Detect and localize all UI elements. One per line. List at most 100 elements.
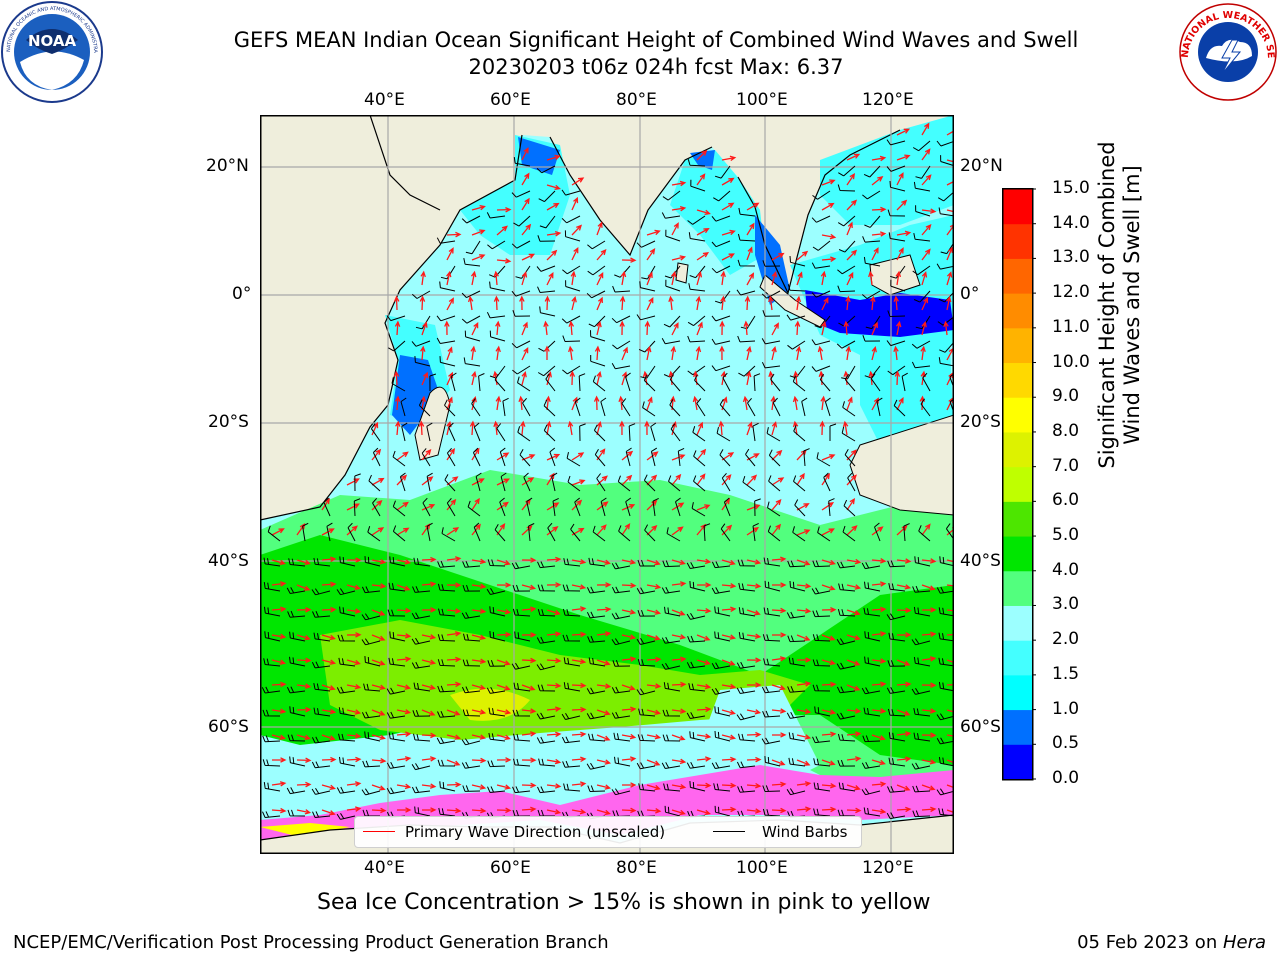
wave-height-map [260,115,954,854]
wave-direction-arrow [544,295,551,311]
wind-barb [523,472,531,492]
wave-direction-arrow [821,607,837,613]
wind-barb [842,525,856,542]
wind-barb [353,498,361,517]
wave-direction-arrow [393,295,400,311]
wind-barb [711,587,731,594]
wind-barb [537,786,556,794]
wave-direction-arrow [396,559,412,565]
colorbar-segment [1003,674,1033,711]
wave-direction-arrow [421,709,436,716]
wind-barb [287,610,306,618]
wave-direction-arrow [646,634,661,641]
wind-barb [400,397,407,417]
wave-direction-arrow [870,295,876,311]
wind-barb [361,586,381,594]
wave-direction-arrow [393,370,400,386]
wind-barb [911,762,931,770]
wave-direction-arrow [420,270,426,286]
wave-direction-arrow [471,734,487,740]
wave-direction-arrow [821,179,836,186]
wave-direction-arrow [394,320,401,336]
wave-direction-arrow [471,784,487,790]
wave-direction-arrow [321,606,337,613]
wave-direction-arrow [446,631,462,637]
wind-barb [786,711,806,719]
wave-direction-arrow [621,684,636,691]
wind-barb [437,659,456,667]
wind-barb [562,365,581,375]
wave-direction-arrow [571,756,587,763]
wind-barb [836,712,856,720]
wave-direction-arrow [921,296,929,311]
wind-barb [563,783,581,792]
colorbar-tick-label: 2.0 [1052,629,1080,650]
wave-direction-arrow [421,448,432,461]
wind-barb [911,361,931,369]
wind-barb [337,634,356,642]
wave-direction-arrow [795,295,802,311]
wave-direction-arrow [571,584,587,590]
wind-barb [843,499,856,517]
wind-barb [663,783,681,792]
wave-direction-arrow [496,582,512,588]
wind-barb [764,756,781,767]
wind-barb [313,557,331,567]
wave-direction-arrow [696,782,712,789]
wind-barb [911,340,931,349]
wind-barb [874,522,881,542]
wind-barb [913,707,931,717]
wave-direction-arrow [721,659,736,666]
wind-barb [662,190,681,201]
wind-barb [336,813,356,820]
wind-barb [436,737,456,745]
wave-direction-arrow [446,371,454,386]
wave-direction-arrow [596,759,612,765]
wave-direction-arrow [846,634,861,641]
wave-direction-arrow [396,783,412,790]
wave-direction-arrow [771,523,782,536]
wind-barb [587,785,606,792]
wind-barb [764,580,781,592]
wind-barb [711,365,731,372]
wave-direction-arrow [771,421,778,436]
wind-barb [611,612,631,620]
wind-barb [311,661,331,669]
wave-direction-arrow [397,807,412,813]
wave-direction-arrow [421,684,436,690]
wind-barb [386,711,406,719]
wave-direction-arrow [395,420,401,436]
wave-direction-arrow [842,420,849,436]
bottom-lon-tick: 120°E [862,858,914,878]
wind-barb [837,608,856,617]
wave-direction-arrow [621,807,637,814]
nws-logo: NATIONAL WEATHER SERVICE [1176,0,1277,101]
wind-barb [496,423,506,442]
wind-barb [742,475,756,492]
wind-barb [689,581,706,592]
coastline-se-asia [737,129,901,295]
bottom-lon-tick: 40°E [364,858,405,878]
wave-direction-arrow [671,708,687,714]
wave-direction-arrow [796,529,811,536]
wind-barb [467,500,481,517]
wave-direction-arrow [644,420,650,436]
wind-barb [545,373,556,392]
wind-barb [461,738,481,746]
wave-direction-arrow [321,581,337,588]
wave-direction-arrow [696,149,708,161]
wave-direction-arrow [871,808,887,815]
wind-barb [721,472,731,492]
wind-barb [413,557,431,567]
wave-direction-arrow [470,345,476,361]
legend-wave-direction: Primary Wave Direction (unscaled) [405,823,666,841]
wind-barb [762,634,781,642]
wind-barb [461,612,481,619]
wind-barb [837,265,856,275]
wave-direction-arrow [821,233,837,240]
wave-direction-arrow [471,370,477,386]
wave-direction-arrow [721,734,737,740]
wind-barb [426,422,433,442]
wave-direction-arrow [646,583,662,590]
wave-direction-arrow [546,184,561,191]
